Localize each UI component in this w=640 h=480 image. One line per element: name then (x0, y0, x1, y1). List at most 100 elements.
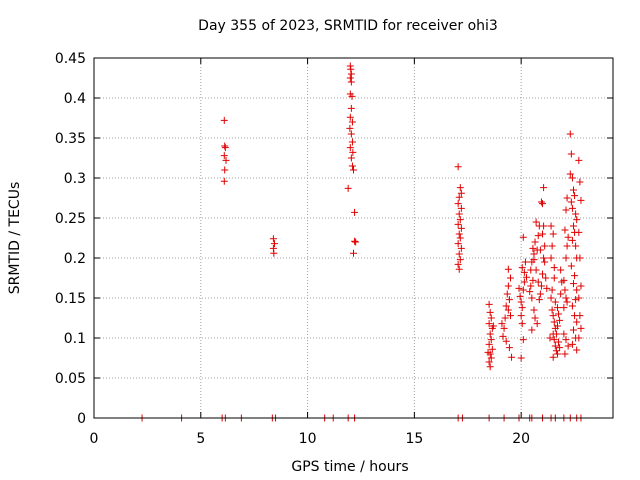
data-point (505, 266, 512, 273)
data-point (575, 295, 582, 302)
data-point (575, 229, 582, 236)
data-point (539, 271, 546, 278)
data-point (221, 167, 228, 174)
data-point (455, 163, 462, 170)
data-point (564, 299, 571, 306)
data-point (508, 354, 515, 361)
data-point (455, 200, 462, 207)
data-point (560, 304, 567, 311)
data-point (533, 267, 540, 274)
y-tick-label: 0.15 (55, 291, 86, 307)
data-point (551, 275, 558, 282)
data-point (530, 307, 537, 314)
data-point (519, 320, 526, 327)
axis-ticks (94, 58, 613, 418)
data-point (540, 255, 547, 262)
data-point (456, 266, 463, 273)
data-point (270, 235, 277, 242)
y-tick-label: 0 (77, 411, 86, 427)
y-tick-label: 0.35 (55, 131, 86, 147)
data-point (568, 199, 575, 206)
data-point (533, 219, 540, 226)
data-point (575, 157, 582, 164)
data-point (528, 295, 535, 302)
data-point (528, 327, 535, 334)
data-point (347, 66, 354, 73)
data-point (550, 312, 557, 319)
data-point (552, 343, 559, 350)
data-point (518, 299, 525, 306)
data-point (569, 303, 576, 310)
data-point (221, 143, 228, 150)
data-point (542, 275, 549, 282)
y-tick-label: 0.05 (55, 371, 86, 387)
data-point (348, 79, 355, 86)
data-point (567, 131, 574, 138)
data-point (551, 319, 558, 326)
data-point (565, 234, 572, 241)
data-point (570, 280, 577, 287)
data-point (573, 216, 580, 223)
data-point (575, 335, 582, 342)
data-point (348, 105, 355, 112)
data-point (568, 151, 575, 158)
x-tick-label: 0 (90, 431, 99, 447)
data-point (541, 243, 548, 250)
data-point (222, 144, 229, 151)
data-point (348, 71, 355, 78)
data-point (539, 231, 546, 238)
data-point (548, 223, 555, 230)
data-point (351, 238, 358, 245)
data-point (573, 287, 580, 294)
data-point (347, 75, 354, 82)
data-point (537, 291, 544, 298)
data-point (271, 240, 278, 247)
data-point (555, 311, 562, 318)
data-point (505, 283, 512, 290)
data-point (519, 304, 526, 311)
tick-labels: 00.050.10.150.20.250.30.350.40.450 5 10 15 2… (55, 51, 530, 447)
data-point (350, 250, 357, 257)
data-point (556, 344, 563, 351)
data-point (506, 344, 513, 351)
chart-title: Day 355 of 2023, SRMTID for receiver ohi… (198, 18, 498, 34)
data-point (570, 187, 577, 194)
data-point (221, 117, 228, 124)
x-tick-label: 10 (299, 431, 317, 447)
data-point (572, 243, 579, 250)
data-point (563, 295, 570, 302)
data-point (548, 255, 555, 262)
data-point (563, 255, 570, 262)
data-point (537, 247, 544, 254)
data-point (548, 295, 555, 302)
data-points (139, 63, 585, 422)
data-point (546, 335, 553, 342)
data-point (352, 239, 359, 246)
data-point (551, 264, 558, 271)
data-point (577, 283, 584, 290)
data-point (500, 333, 507, 340)
gridlines (94, 58, 613, 418)
y-tick-label: 0.45 (55, 51, 86, 67)
data-point (577, 325, 584, 332)
y-tick-label: 0.4 (64, 91, 86, 107)
data-point (538, 199, 545, 206)
data-point (486, 301, 493, 308)
data-point (557, 291, 564, 298)
data-point (520, 234, 527, 241)
data-point (222, 157, 229, 164)
data-point (487, 309, 494, 316)
data-point (553, 347, 560, 354)
data-point (576, 179, 583, 186)
data-point (516, 285, 523, 292)
data-point (351, 209, 358, 216)
data-point (564, 195, 571, 202)
data-point (532, 239, 539, 246)
data-point (568, 263, 575, 270)
data-point (522, 259, 529, 266)
data-point (487, 363, 494, 370)
y-tick-label: 0.2 (64, 251, 86, 267)
x-axis-title: GPS time / hours (291, 459, 408, 475)
data-point (518, 355, 525, 362)
data-point (576, 255, 583, 262)
